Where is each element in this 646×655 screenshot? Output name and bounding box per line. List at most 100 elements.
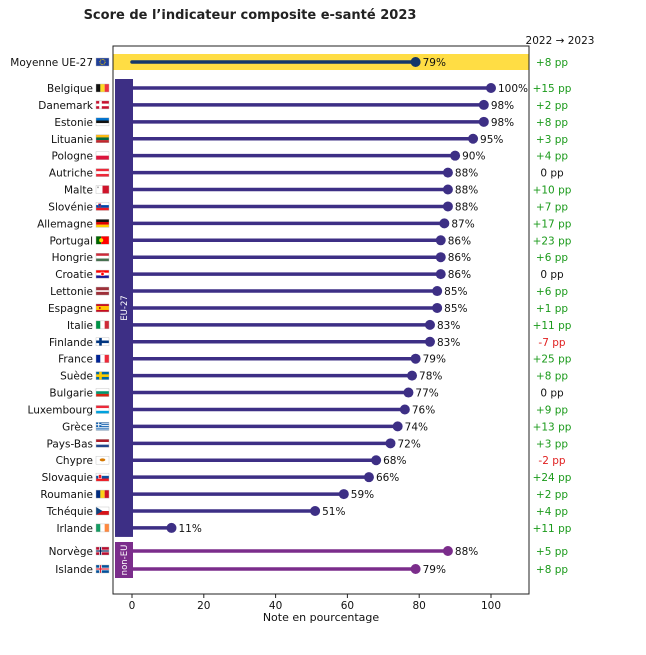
cyprus-flag-icon <box>95 456 110 465</box>
estonia-flag-icon <box>95 117 110 127</box>
country-label: Tchéquie <box>46 506 93 518</box>
country-label: Estonie <box>54 117 93 129</box>
country-label: Lituanie <box>51 134 93 146</box>
change-label: +11 pp <box>533 523 572 535</box>
italy-flag-icon <box>95 320 110 330</box>
change-label: -2 pp <box>538 455 565 467</box>
marker-finland <box>424 336 435 347</box>
x-tick-label: 20 <box>197 600 210 612</box>
value-label: 83% <box>437 337 460 349</box>
marks-layer <box>130 57 496 574</box>
value-label: 79% <box>423 564 446 576</box>
eu-group-band <box>115 79 133 537</box>
noneu-group-label: non-EU <box>120 545 130 576</box>
value-label: 87% <box>451 218 474 230</box>
country-label: Bulgarie <box>49 388 93 400</box>
sweden-flag-icon <box>95 371 110 380</box>
germany-flag-icon <box>95 219 110 228</box>
country-label: Hongrie <box>52 252 93 264</box>
latvia-flag-icon <box>95 286 110 296</box>
value-label: 74% <box>405 421 428 433</box>
change-label: +6 pp <box>536 252 568 264</box>
change-label: +7 pp <box>536 201 568 213</box>
marker-norway <box>442 546 453 556</box>
x-tick-label: 80 <box>413 600 426 612</box>
country-label: Autriche <box>49 168 93 180</box>
change-label: 0 pp <box>540 168 564 180</box>
country-label: Pologne <box>51 151 93 163</box>
x-tick-label: 100 <box>481 600 501 612</box>
value-label: 95% <box>480 134 503 146</box>
country-label: Lettonie <box>50 286 93 298</box>
country-label: Portugal <box>50 235 94 247</box>
marker-netherlands <box>385 438 396 449</box>
malta-flag-icon <box>95 185 110 194</box>
average-value-label: 79% <box>423 57 446 69</box>
marker-croatia <box>435 269 446 280</box>
country-label: Pays-Bas <box>46 438 93 450</box>
ireland-flag-icon <box>95 523 110 533</box>
marker-slovakia <box>363 472 374 483</box>
value-label: 77% <box>415 388 438 400</box>
marker-portugal <box>435 235 446 246</box>
romania-flag-icon <box>95 489 110 499</box>
change-column-header: 2022 → 2023 <box>526 35 595 47</box>
marker-austria <box>442 167 453 178</box>
marker-france <box>410 353 421 364</box>
country-label: Norvège <box>49 546 93 558</box>
average-marker <box>410 57 421 67</box>
marker-germany <box>439 218 450 229</box>
marker-denmark <box>478 99 489 110</box>
slovakia-flag-icon <box>95 472 110 482</box>
x-axis: 0 20 40 60 80 100 <box>129 594 501 612</box>
marker-poland <box>450 150 461 161</box>
change-label: +8 pp <box>536 117 568 129</box>
marker-spain <box>432 302 443 313</box>
x-tick-label: 0 <box>129 600 136 612</box>
change-label: +2 pp <box>536 100 568 112</box>
country-label: Slovénie <box>48 201 93 213</box>
marker-italy <box>424 319 435 330</box>
value-label: 98% <box>491 117 514 129</box>
value-label: 85% <box>444 286 467 298</box>
change-label: +23 pp <box>533 235 572 247</box>
change-label: +5 pp <box>536 546 568 558</box>
change-label: +6 pp <box>536 286 568 298</box>
luxembourg-flag-icon <box>95 405 110 414</box>
marker-hungary <box>435 252 446 263</box>
croatia-flag-icon <box>95 269 110 279</box>
change-label: +10 pp <box>533 185 572 197</box>
belgium-flag-icon <box>95 83 110 93</box>
change-label: +9 pp <box>536 404 568 416</box>
country-label: Islande <box>55 564 93 576</box>
country-label: Luxembourg <box>28 404 93 416</box>
marker-slovenia <box>442 201 453 212</box>
poland-flag-icon <box>95 151 110 160</box>
x-tick-label: 40 <box>269 600 282 612</box>
country-label: Grèce <box>62 421 93 433</box>
eu-group-label: EU-27 <box>120 295 130 320</box>
country-label: France <box>58 354 93 366</box>
netherlands-flag-icon <box>95 439 110 448</box>
change-label: +4 pp <box>536 506 568 518</box>
marker-estonia <box>478 116 489 127</box>
value-label: 88% <box>455 201 478 213</box>
marker-czechia <box>310 506 321 516</box>
norway-flag-icon <box>95 546 110 556</box>
change-label: +8 pp <box>536 564 568 576</box>
spain-flag-icon <box>95 303 110 313</box>
value-label: 68% <box>383 455 406 467</box>
marker-lithuania <box>468 133 479 144</box>
marker-sweden <box>407 370 418 381</box>
value-label: 90% <box>462 151 485 163</box>
value-label: 86% <box>448 252 471 264</box>
change-label: +2 pp <box>536 489 568 501</box>
value-label: 88% <box>455 546 478 558</box>
country-label: Danemark <box>38 100 94 112</box>
value-label: 83% <box>437 320 460 332</box>
austria-flag-icon <box>95 168 110 177</box>
value-label: 85% <box>444 303 467 315</box>
value-label: 88% <box>455 185 478 197</box>
average-label: Moyenne UE-27 <box>10 57 93 69</box>
marker-latvia <box>432 286 443 297</box>
